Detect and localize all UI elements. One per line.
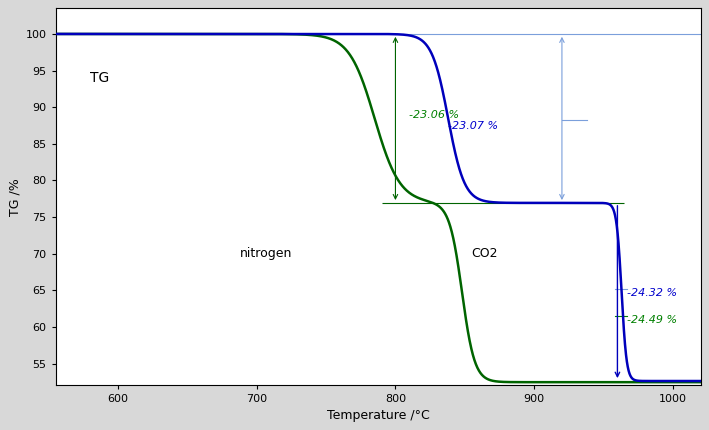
Text: CO2: CO2 bbox=[471, 247, 498, 260]
Text: nitrogen: nitrogen bbox=[240, 247, 292, 260]
Y-axis label: TG /%: TG /% bbox=[9, 178, 21, 216]
Text: -23.06 %: -23.06 % bbox=[409, 110, 459, 120]
Text: -24.49 %: -24.49 % bbox=[627, 315, 677, 325]
Text: -24.32 %: -24.32 % bbox=[627, 288, 677, 298]
Text: -23.07 %: -23.07 % bbox=[448, 121, 498, 131]
X-axis label: Temperature /°C: Temperature /°C bbox=[327, 408, 430, 422]
Text: TG: TG bbox=[90, 71, 109, 85]
